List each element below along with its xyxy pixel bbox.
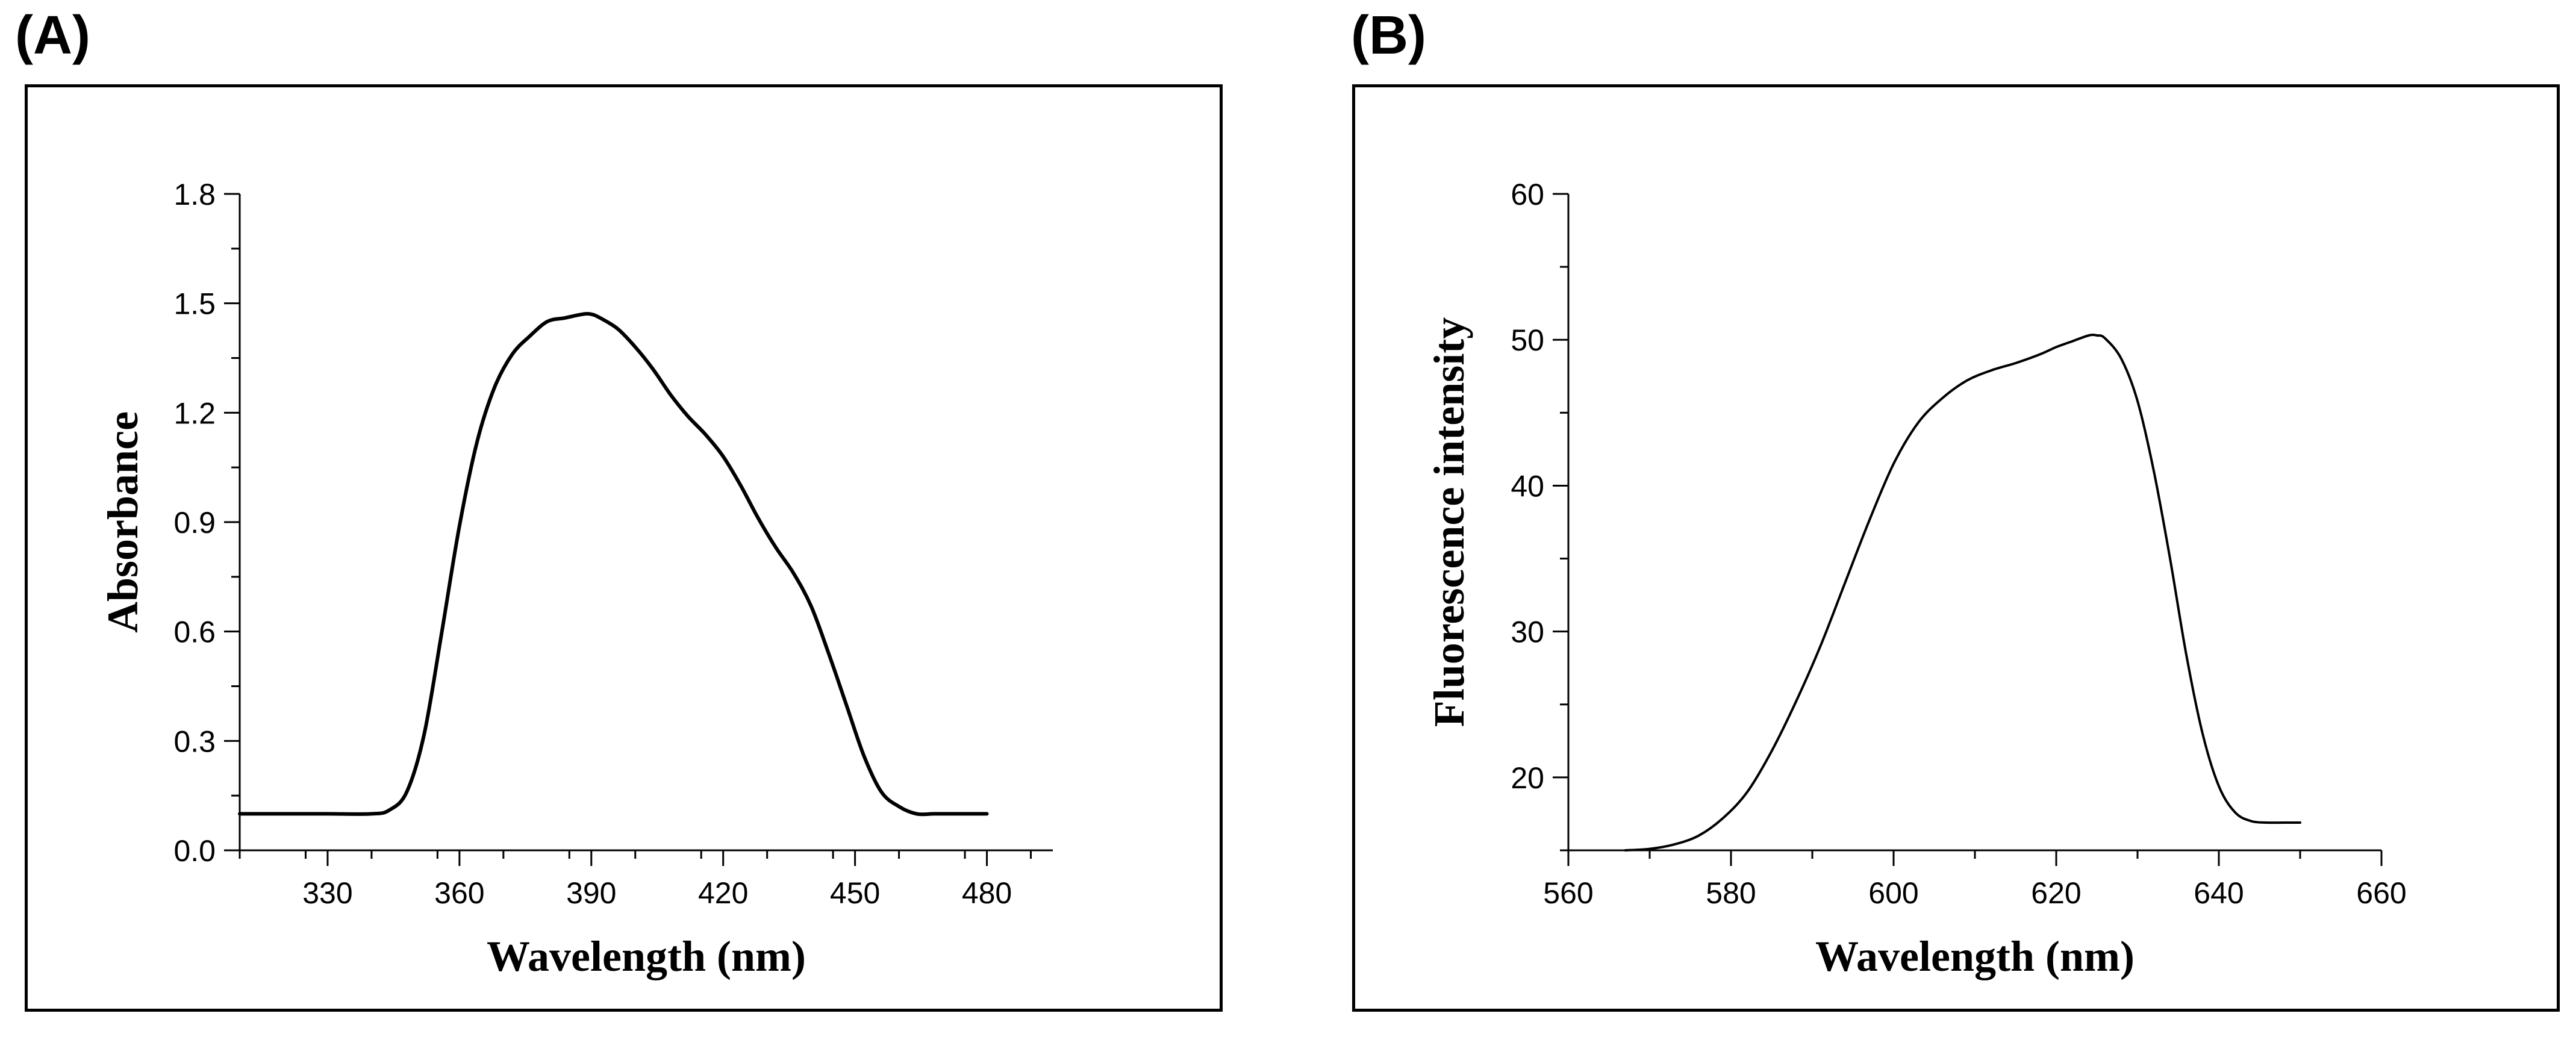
panel-a-frame xyxy=(25,84,1223,1012)
fl-x-tick-label: 640 xyxy=(2194,876,2244,910)
fl-x-axis-title: Wavelength (nm) xyxy=(1815,932,2135,980)
panel-b-label: (B) xyxy=(1351,5,1426,66)
abs-y-tick-label: 0.3 xyxy=(173,724,216,758)
abs-x-tick-label: 420 xyxy=(698,876,748,910)
fl-series-line xyxy=(1624,334,2301,852)
fl-y-tick-label: 60 xyxy=(1511,178,1544,211)
abs-y-tick-label: 0.6 xyxy=(173,615,216,649)
abs-x-tick-label: 330 xyxy=(302,876,352,910)
abs-x-axis-title: Wavelength (nm) xyxy=(487,932,806,980)
fl-y-tick-label: 50 xyxy=(1511,323,1544,357)
abs-x-tick-label: 480 xyxy=(962,876,1012,910)
abs-y-tick-label: 0.9 xyxy=(173,506,216,540)
fl-y-axis-title: Fluorescence intensity xyxy=(1425,317,1473,727)
fl-x-tick-label: 620 xyxy=(2031,876,2081,910)
fl-x-tick-label: 600 xyxy=(1868,876,1918,910)
fl-y-tick-label: 40 xyxy=(1511,469,1544,503)
panel-a-label: (A) xyxy=(15,5,90,66)
fl-x-tick-label: 560 xyxy=(1543,876,1593,910)
abs-x-tick-label: 450 xyxy=(830,876,880,910)
absorbance-chart: 330 360 390 420 450 480 0.0 0.3 0.6 0.9 1.2 1.5 1.8 W… xyxy=(99,178,1053,980)
panel-b-frame xyxy=(1352,84,2560,1012)
fl-y-tick-label: 20 xyxy=(1511,761,1544,795)
abs-y-tick-label: 0.0 xyxy=(173,834,216,868)
abs-y-tick-label: 1.2 xyxy=(173,396,216,430)
abs-series-line xyxy=(238,312,989,817)
abs-y-tick-label: 1.8 xyxy=(173,178,216,211)
fl-x-tick-label: 580 xyxy=(1706,876,1756,910)
fl-x-tick-label: 660 xyxy=(2356,876,2406,910)
fl-y-tick-label: 30 xyxy=(1511,615,1544,649)
abs-x-tick-label: 360 xyxy=(434,876,484,910)
abs-y-tick-label: 1.5 xyxy=(173,287,216,321)
abs-y-axis-title: Absorbance xyxy=(99,411,147,633)
abs-x-tick-label: 390 xyxy=(566,876,616,910)
fluorescence-chart: 560 580 600 620 640 660 20 30 40 50 60 Wavelength (… xyxy=(1425,178,2407,980)
